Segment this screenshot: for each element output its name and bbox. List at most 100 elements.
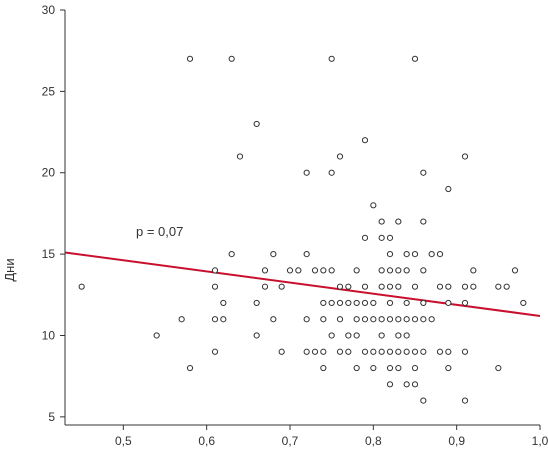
data-point <box>345 348 352 355</box>
data-point <box>403 381 410 388</box>
data-point <box>328 267 335 274</box>
data-point <box>345 283 352 290</box>
data-point <box>370 316 377 323</box>
y-axis-title: Дни <box>2 258 17 281</box>
axes: 5 10 15 20 25 30 0,5 0,6 0,7 0,8 0,9 1,0 <box>42 3 548 448</box>
data-point <box>153 332 160 339</box>
data-point <box>445 364 452 372</box>
data-point <box>253 299 260 307</box>
data-point <box>311 348 319 355</box>
data-point <box>261 267 269 274</box>
data-point <box>328 299 335 307</box>
data-point <box>386 381 394 388</box>
data-point <box>78 283 85 290</box>
data-point <box>445 348 452 355</box>
data-point <box>370 348 377 355</box>
data-point <box>345 299 352 307</box>
points-layer <box>78 55 527 404</box>
data-point <box>328 169 335 176</box>
data-point <box>370 299 377 307</box>
data-point <box>328 55 335 62</box>
trendline <box>64 251 541 317</box>
data-point <box>411 364 419 372</box>
data-point <box>470 283 477 290</box>
data-point <box>445 283 452 290</box>
data-point <box>436 283 444 290</box>
data-point <box>378 316 385 323</box>
x-tick-label: 0,9 <box>448 434 465 448</box>
data-point <box>420 169 427 176</box>
data-point <box>328 332 335 339</box>
data-point <box>311 267 319 274</box>
data-point <box>303 251 310 258</box>
data-point <box>278 348 285 355</box>
data-point <box>403 332 410 339</box>
data-point <box>286 267 294 274</box>
data-point <box>386 267 394 274</box>
data-point <box>445 299 452 307</box>
data-point <box>428 251 435 258</box>
data-point <box>495 364 502 372</box>
data-point <box>253 332 260 339</box>
data-point <box>386 251 394 258</box>
data-point <box>470 267 477 274</box>
data-point <box>403 251 410 258</box>
y-tick-label: 30 <box>42 3 56 17</box>
data-point <box>395 364 402 372</box>
data-point <box>211 348 219 355</box>
data-point <box>236 153 244 160</box>
data-point <box>386 234 394 241</box>
data-point <box>395 316 402 323</box>
data-point <box>270 251 277 258</box>
data-point <box>295 267 302 274</box>
data-point <box>270 316 277 323</box>
data-point <box>395 283 402 290</box>
data-point <box>403 316 410 323</box>
data-point <box>395 348 402 355</box>
data-point <box>261 283 269 290</box>
data-point <box>395 267 402 274</box>
data-point <box>345 332 352 339</box>
y-tick-label: 5 <box>48 410 55 424</box>
data-point <box>361 137 369 144</box>
data-point <box>211 316 219 323</box>
p-value-annotation: p = 0,07 <box>136 224 183 239</box>
data-point <box>220 316 227 323</box>
data-point <box>411 381 419 388</box>
data-point <box>370 364 377 372</box>
data-point <box>395 332 402 339</box>
data-point <box>378 332 385 339</box>
data-point <box>436 251 444 258</box>
data-point <box>403 348 410 355</box>
data-point <box>320 316 327 323</box>
data-point <box>211 283 219 290</box>
trendline-layer <box>64 251 541 317</box>
data-point <box>278 283 285 290</box>
data-point <box>403 267 410 274</box>
data-point <box>420 348 427 355</box>
data-point <box>336 283 344 290</box>
data-point <box>420 218 427 225</box>
data-point <box>411 283 419 290</box>
data-point <box>303 348 310 355</box>
data-point <box>361 299 369 307</box>
data-point <box>336 348 344 355</box>
data-point <box>420 299 427 307</box>
data-point <box>386 283 394 290</box>
data-point <box>420 316 427 323</box>
data-point <box>445 185 452 193</box>
data-point <box>411 316 419 323</box>
data-point <box>361 234 369 241</box>
data-point <box>461 283 469 290</box>
x-tick-label: 0,8 <box>365 434 382 448</box>
data-point <box>303 169 310 176</box>
data-point <box>186 55 194 62</box>
data-point <box>378 348 385 355</box>
data-point <box>386 348 394 355</box>
data-point <box>395 218 402 225</box>
data-point <box>378 267 385 274</box>
data-point <box>495 283 502 290</box>
data-point <box>353 364 360 372</box>
data-point <box>253 120 260 128</box>
